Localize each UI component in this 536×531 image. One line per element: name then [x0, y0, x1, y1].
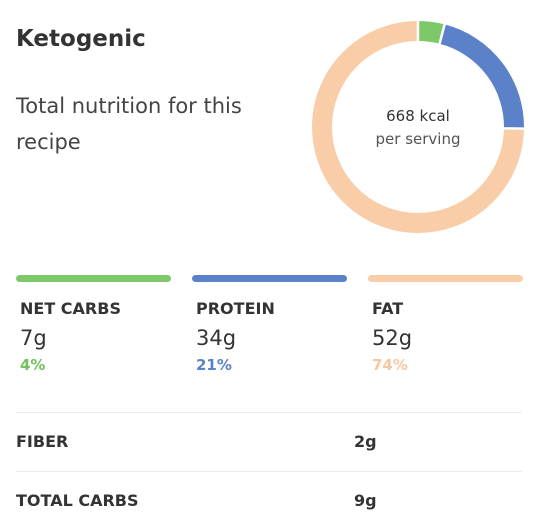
net-carbs-slice: [417, 21, 445, 44]
fat-percent: 74%: [372, 356, 408, 374]
protein-slice: [439, 24, 524, 129]
total-carbs-label: TOTAL CARBS: [16, 491, 139, 510]
net-carbs-bar: [16, 275, 171, 282]
diet-title: Ketogenic: [16, 26, 146, 52]
fiber-value: 2g: [354, 432, 377, 451]
fat-amount: 52g: [372, 326, 413, 350]
detail-row-fiber: FIBER 2g: [16, 412, 522, 471]
net-carbs-amount: 7g: [20, 326, 47, 350]
fiber-label: FIBER: [16, 432, 69, 451]
fat-bar: [368, 275, 523, 282]
macro-donut-chart: 668 kcal per serving: [312, 21, 524, 233]
total-carbs-value: 9g: [354, 491, 377, 510]
protein-label: PROTEIN: [196, 299, 275, 318]
net-carbs-label: NET CARBS: [20, 299, 121, 318]
protein-amount: 34g: [196, 326, 237, 350]
detail-row-total-carbs: TOTAL CARBS 9g: [16, 471, 522, 530]
net-carbs-percent: 4%: [20, 356, 46, 374]
macro-net-carbs: NET CARBS 7g 4%: [16, 275, 171, 374]
protein-slice-separator: [438, 23, 447, 46]
donut-svg: [312, 21, 524, 233]
nutrition-details: FIBER 2g TOTAL CARBS 9g: [16, 412, 522, 530]
macro-fat: FAT 52g 74%: [368, 275, 523, 374]
macro-protein: PROTEIN 34g 21%: [192, 275, 347, 374]
protein-bar: [192, 275, 347, 282]
protein-percent: 21%: [196, 356, 232, 374]
fat-slice: [312, 21, 524, 233]
nutrition-subtitle: Total nutrition for this recipe: [16, 94, 242, 154]
fat-label: FAT: [372, 299, 404, 318]
kcal-value: 668 kcal: [386, 107, 450, 125]
per-serving-label: per serving: [375, 130, 461, 148]
macro-breakdown: NET CARBS 7g 4% PROTEIN 34g 21% FAT 52g …: [16, 275, 524, 385]
